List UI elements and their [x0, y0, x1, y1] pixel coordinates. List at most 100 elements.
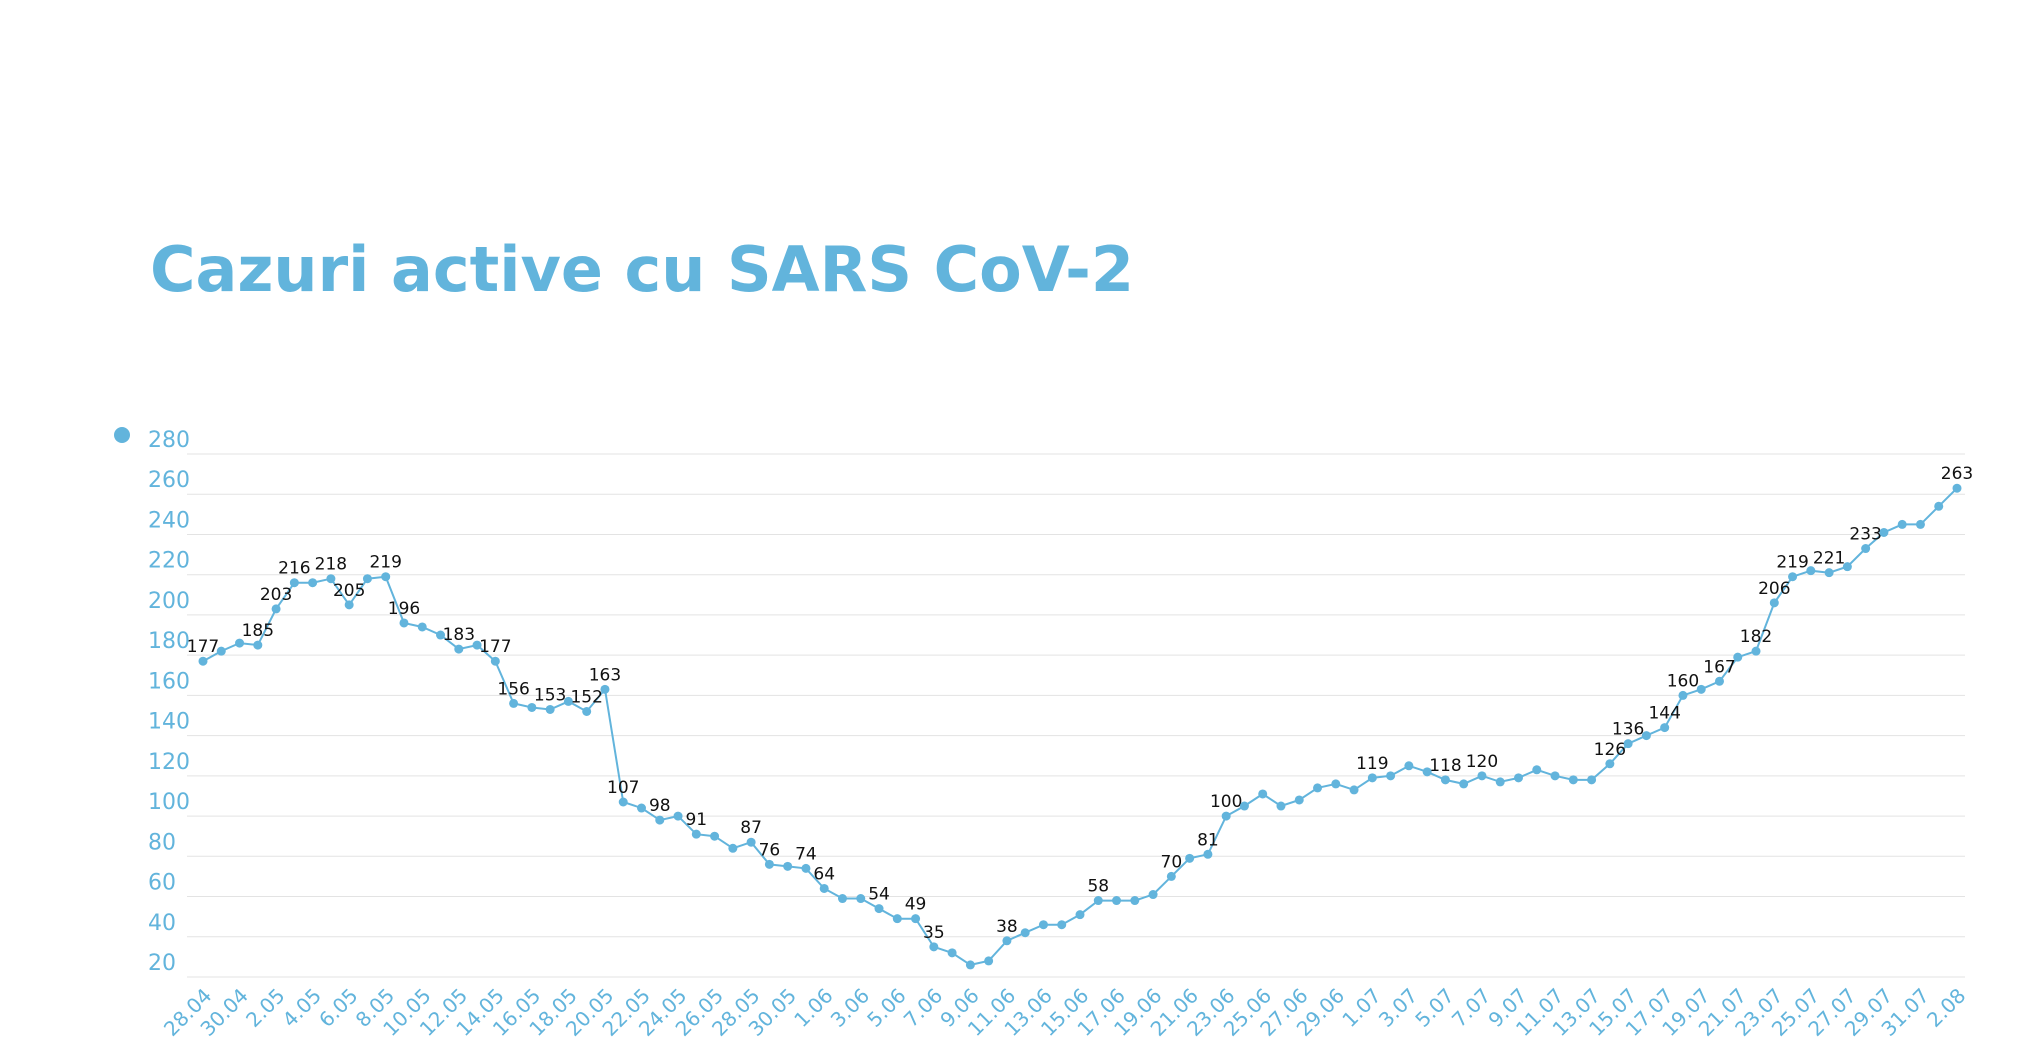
data-point	[1166, 871, 1176, 881]
data-label: 87	[740, 818, 762, 838]
data-point	[399, 618, 409, 628]
data-point	[1879, 527, 1889, 537]
chart-title: Cazuri active cu SARS CoV-2	[150, 233, 1134, 306]
data-point	[454, 644, 464, 654]
data-point	[929, 942, 939, 952]
data-label: 100	[1210, 792, 1242, 812]
data-point	[1294, 795, 1304, 805]
data-point	[198, 656, 208, 666]
data-label: 152	[570, 687, 602, 707]
data-point	[1714, 676, 1724, 686]
data-label: 218	[315, 555, 347, 575]
data-point	[1915, 519, 1925, 529]
data-point	[1824, 568, 1834, 578]
data-point	[1258, 789, 1268, 799]
data-point	[1440, 775, 1450, 785]
data-label: 49	[905, 895, 927, 915]
data-point	[1276, 801, 1286, 811]
data-label: 81	[1197, 830, 1219, 850]
data-point	[1331, 779, 1341, 789]
data-point	[1806, 566, 1816, 576]
y-tick-label: 240	[148, 508, 190, 533]
data-point	[1313, 783, 1323, 793]
data-point	[308, 578, 318, 588]
data-point	[1404, 761, 1414, 771]
data-label: 35	[923, 923, 945, 943]
data-point	[271, 604, 281, 614]
y-tick-label: 120	[148, 750, 190, 775]
data-point	[235, 638, 245, 648]
data-label: 144	[1648, 704, 1680, 724]
data-point	[1696, 684, 1706, 694]
data-label: 64	[813, 864, 835, 884]
data-label: 107	[607, 778, 639, 798]
y-tick-label: 160	[148, 669, 190, 694]
y-tick-label: 60	[148, 871, 176, 896]
x-tick-label: 5.06	[862, 983, 910, 1031]
x-tick-label: 3.07	[1374, 983, 1422, 1031]
data-label: 177	[479, 637, 511, 657]
series-line	[202, 487, 1958, 966]
data-label: 58	[1087, 877, 1109, 897]
data-point	[819, 883, 829, 893]
data-label: 98	[649, 796, 671, 816]
x-tick-label: 6.05	[314, 983, 362, 1031]
data-point	[253, 640, 263, 650]
data-point	[362, 574, 372, 584]
data-label: 119	[1356, 754, 1388, 774]
data-point	[1861, 544, 1871, 554]
data-point	[472, 640, 482, 650]
data-point	[892, 914, 902, 924]
data-point	[655, 815, 665, 825]
data-point	[1020, 928, 1030, 938]
data-point	[1660, 723, 1670, 733]
data-point	[965, 960, 975, 970]
data-point	[637, 803, 646, 813]
data-point	[1495, 777, 1505, 787]
data-label: 74	[795, 844, 817, 864]
data-point	[1897, 519, 1907, 529]
x-tick-label: 2.05	[241, 983, 289, 1031]
data-point	[1842, 562, 1852, 572]
y-tick-label: 200	[148, 589, 190, 614]
data-point	[728, 843, 738, 853]
data-label: 163	[589, 665, 621, 685]
x-tick-label: 1.07	[1337, 983, 1385, 1031]
data-point	[1002, 936, 1012, 946]
data-point	[527, 702, 537, 712]
data-point	[326, 574, 336, 584]
data-label: 38	[996, 917, 1018, 937]
data-point	[1130, 896, 1140, 906]
data-point	[490, 656, 500, 666]
data-label: 177	[187, 637, 219, 657]
data-point	[911, 914, 921, 924]
y-tick-label: 20	[148, 951, 176, 976]
x-tick-label: 7.06	[899, 983, 947, 1031]
y-tick-label: 180	[148, 629, 190, 654]
data-point	[1751, 646, 1761, 656]
data-point	[216, 646, 226, 656]
data-point	[1057, 920, 1067, 930]
data-label: 126	[1594, 740, 1626, 760]
data-label: 196	[388, 599, 420, 619]
data-point	[1093, 896, 1103, 906]
data-point	[1185, 853, 1195, 863]
data-point	[582, 706, 592, 716]
data-point	[1678, 690, 1688, 700]
data-label: 221	[1813, 549, 1845, 569]
data-label: 118	[1429, 756, 1461, 776]
data-point	[618, 797, 628, 807]
data-point	[984, 956, 994, 966]
y-tick-label: 140	[148, 710, 190, 735]
x-tick-label: 5.07	[1410, 983, 1458, 1031]
x-tick-label: 7.07	[1447, 983, 1495, 1031]
data-point	[436, 630, 446, 640]
data-label: 54	[868, 885, 890, 905]
data-point	[1386, 771, 1396, 781]
y-tick-label: 80	[148, 830, 176, 855]
data-label: 136	[1612, 720, 1644, 740]
data-point	[1367, 773, 1377, 783]
data-point	[856, 894, 866, 904]
data-point	[673, 811, 683, 821]
x-tick-label: 1.06	[789, 983, 837, 1031]
